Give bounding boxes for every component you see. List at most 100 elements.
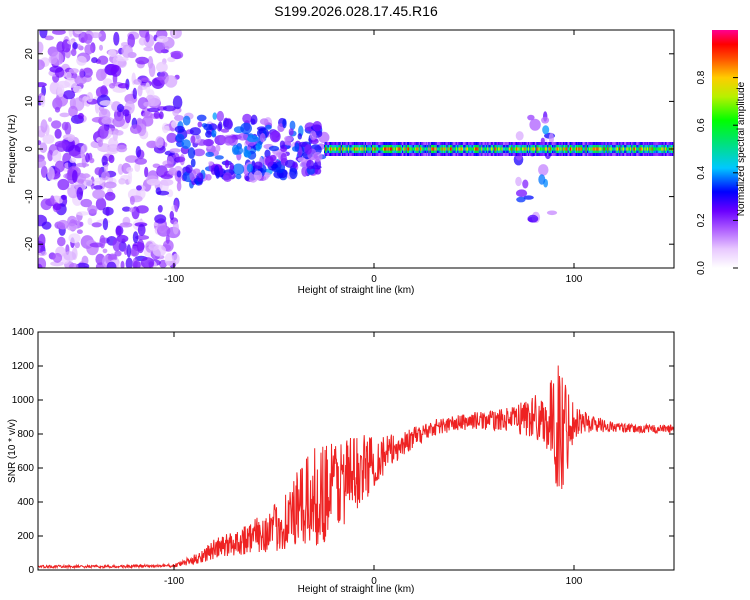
spectrogram-cell [643,147,645,151]
spectrogram-cell [113,31,120,46]
spectrogram-cell [516,196,526,203]
spectrogram-cell [216,110,224,122]
spectrogram-cell [325,147,327,151]
spectrogram-cell [548,132,555,145]
spectrogram-cell [559,147,561,151]
spectrogram-cell [370,147,373,151]
spectrogram-cell [51,120,62,129]
spectrogram-cell [73,85,82,94]
spectrogram-cell [360,147,362,151]
spectrogram-cell [108,49,117,57]
spectrogram-cell [339,147,341,151]
spectrogram-cell [120,260,125,268]
spectrogram-cell [175,156,186,163]
spectrogram-cell [363,147,365,151]
spectrogram-cell [148,243,159,251]
spectrogram-cell [69,157,77,163]
snr-x-axis-label: Height of straight line (km) [298,584,415,595]
spectrogram-cell [595,147,597,151]
spectrogram-cell [636,147,638,151]
spectrogram-cell [155,136,164,149]
spectrogram-cell [157,221,167,234]
spectrogram-cell [187,147,196,159]
spectrogram-cell [166,189,174,198]
spectrogram-cell [624,147,626,151]
spectrogram-cell [612,147,614,151]
spectrogram-cell [68,233,81,244]
colorbar-ticks: 0.0 0.2 0.4 0.6 0.8 [696,70,738,275]
spectrogram-cell [568,147,571,151]
spectrogram-cell [79,68,85,79]
spectrogram-cell [630,147,632,151]
spectrogram-cell [585,147,587,151]
spectrogram-cell [548,147,550,151]
spectrogram-cell [610,147,613,151]
spectrogram-cell [552,147,554,151]
spectrogram-cell [640,147,643,151]
snr-x-ticks: -100 0 100 [164,332,583,587]
spectrogram-cell [38,140,42,146]
spectrogram-cell [223,118,233,130]
y-tick-label: -20 [24,237,35,252]
spectrogram-cell [101,116,115,125]
spectrogram-cell [428,147,430,151]
spectrogram-cell [594,147,596,151]
spectrogram-cell [74,241,81,249]
spectrogram-cell [378,147,380,151]
spectrogram-cell [48,117,52,122]
spectrogram-cell [580,147,583,151]
spectrogram-cell [297,157,306,162]
spectrogram-cell [510,147,512,151]
spectrogram-cell [577,147,579,151]
spectrogram-cell [212,112,218,120]
spectrogram-cell [54,160,65,173]
spectrogram-cell [57,219,69,230]
spectrogram-cell [246,134,259,143]
spectrogram-cell [600,147,602,151]
spectrogram-cell [174,125,185,133]
spectrogram-cell [156,165,168,178]
spectrogram-cell [460,147,463,151]
spectrogram-cell [80,198,93,208]
spectrogram-cell [332,147,334,151]
spectrogram-cell [572,147,574,151]
spectrogram-cell [544,147,547,151]
spectrogram-cell [442,147,445,151]
spectrogram-cell [657,147,659,151]
spectrogram-cell [54,128,62,139]
spectrogram-cell [156,76,166,81]
spectrogram-cell [592,147,595,151]
spectrogram-cell [430,147,433,151]
spectrogram-cell [421,147,423,151]
spectrogram-cell [140,257,155,268]
spectrogram-cell [132,231,139,244]
y-tick-label: 1000 [12,395,35,406]
spectrogram-cell [538,174,546,185]
spectrogram-cell [646,147,649,151]
spectrogram-cell [381,147,383,151]
spectrogram-cell [136,239,145,254]
spectrogram-cell [356,147,358,151]
spectrogram-cell [367,147,369,151]
spectrogram-cell [450,147,452,151]
y-tick-label: 1200 [12,361,35,372]
spectrogram-cell [439,147,441,151]
spectrogram-cell [38,263,43,268]
spectrogram-cell [502,147,505,151]
spectrogram-cell [518,147,520,151]
spectrogram-cell [507,147,509,151]
spectrogram-cell [515,176,522,187]
spectrogram-cell [366,147,368,151]
spectrogram-cell [47,149,54,162]
spectrogram-cell [342,147,344,151]
spectrogram-y-ticks: -20 -10 0 10 20 [24,48,674,252]
spectrogram-cell [340,147,343,151]
spectrogram-cell [570,147,572,151]
spectrogram-cell [573,147,575,151]
spectrogram-cell [312,151,323,162]
spectrogram-cell [75,162,90,168]
spectrogram-cell [400,147,403,151]
spectrogram-cell [164,75,178,88]
spectrogram-cell [354,147,356,151]
